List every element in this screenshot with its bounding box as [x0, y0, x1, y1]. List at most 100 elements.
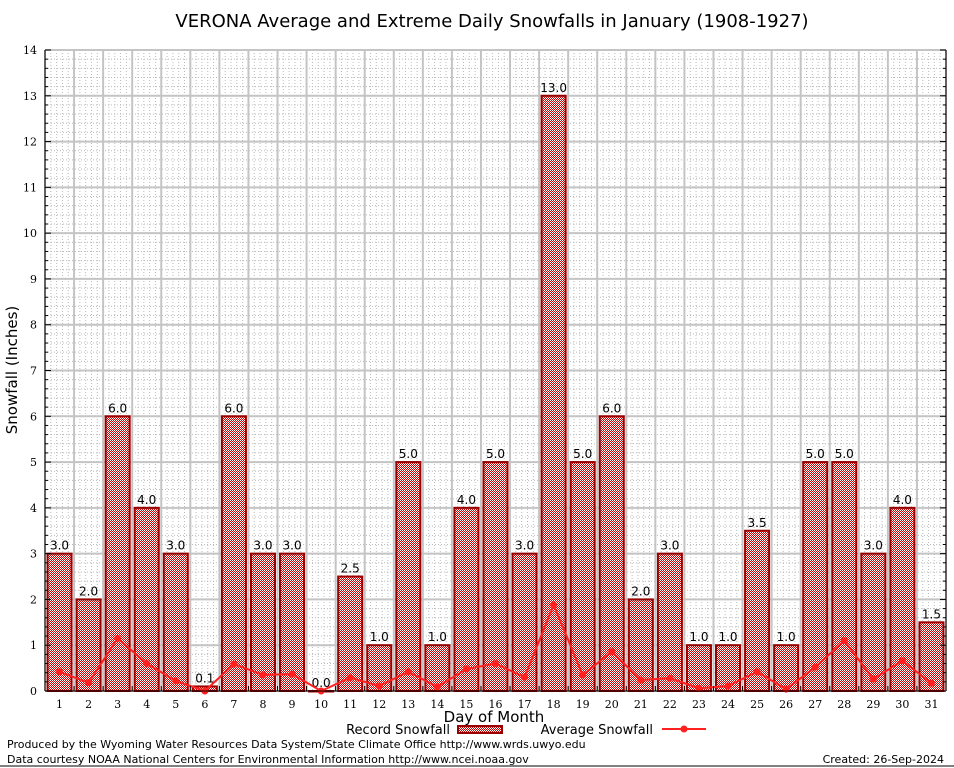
- footer-data-courtesy: Data courtesy NOAA National Centers for …: [7, 753, 529, 766]
- average-point-day-18: [550, 601, 558, 609]
- bar-value-label: 2.5: [341, 562, 360, 576]
- bar-value-label: 3.0: [660, 539, 679, 553]
- bar-value-label: 6.0: [224, 401, 243, 415]
- bar-value-label: 1.0: [689, 630, 708, 644]
- legend-record-label: Record Snowfall: [346, 723, 450, 738]
- y-tick-label: 14: [23, 44, 37, 57]
- x-tick-label: 9: [289, 698, 296, 711]
- bar-record-day-5: [162, 552, 189, 693]
- x-tick-label: 17: [518, 698, 532, 711]
- bar-value-label: 5.0: [573, 447, 592, 461]
- y-tick-label: 0: [30, 685, 37, 698]
- bar-value-label: 3.0: [50, 539, 69, 553]
- y-tick-label: 7: [30, 365, 37, 378]
- x-tick-label: 2: [85, 698, 92, 711]
- bar-value-label: 5.0: [835, 447, 854, 461]
- bar-record-day-17: [511, 552, 538, 693]
- x-tick-label: 10: [314, 698, 328, 711]
- average-point-day-31: [927, 679, 935, 687]
- x-tick-label: 20: [605, 698, 619, 711]
- bar-value-label: 5.0: [486, 447, 505, 461]
- bar-value-label: 3.0: [515, 539, 534, 553]
- x-tick-label: 25: [750, 698, 764, 711]
- x-tick-label: 1: [56, 698, 63, 711]
- bars: 3.0 2.0 6.0 4.0 3.0 0.1 6.0 3.0 3.0 0.0 2.5 1.0 5.0 1…: [46, 81, 945, 693]
- average-point-day-28: [840, 637, 848, 645]
- bar-value-label: 13.0: [540, 81, 567, 95]
- x-tick-label: 24: [721, 698, 735, 711]
- average-point-day-19: [579, 671, 587, 679]
- y-tick-label: 1: [30, 639, 37, 652]
- x-tick-label: 23: [692, 698, 706, 711]
- bar-value-label: 6.0: [108, 401, 127, 415]
- y-tick-label: 11: [23, 181, 37, 194]
- x-tick-label: 5: [172, 698, 179, 711]
- chart-title: VERONA Average and Extreme Daily Snowfal…: [175, 11, 808, 32]
- y-tick-label: 13: [23, 90, 37, 103]
- bar-value-label: 3.0: [253, 539, 272, 553]
- average-point-day-2: [85, 679, 93, 687]
- average-point-day-25: [753, 668, 761, 676]
- x-tick-label: 14: [430, 698, 444, 711]
- bar-value-label: 4.0: [457, 493, 476, 507]
- bar-record-day-28: [831, 461, 858, 693]
- x-tick-label: 22: [663, 698, 677, 711]
- average-point-day-7: [230, 660, 238, 668]
- average-point-day-13: [404, 668, 412, 676]
- legend-average-marker: [680, 725, 688, 733]
- bar-record-day-27: [802, 461, 829, 693]
- average-point-day-29: [869, 675, 877, 683]
- bar-value-label: 2.0: [631, 584, 650, 598]
- bar-record-day-7: [220, 415, 247, 692]
- x-tick-label: 27: [808, 698, 822, 711]
- bar-value-label: 0.1: [195, 671, 214, 685]
- bar-value-label: 1.0: [777, 630, 796, 644]
- x-tick-label: 13: [401, 698, 415, 711]
- bar-record-day-2: [75, 598, 102, 693]
- x-tick-label: 6: [201, 698, 208, 711]
- x-tick-label: 19: [576, 698, 590, 711]
- x-tick-label: 29: [866, 698, 880, 711]
- y-tick-label: 6: [30, 410, 37, 423]
- average-point-day-5: [172, 677, 180, 685]
- bar-record-day-21: [627, 598, 654, 693]
- x-tick-label: 4: [143, 698, 150, 711]
- bar-record-day-16: [482, 461, 509, 693]
- x-tick-label: 11: [343, 698, 357, 711]
- bar-value-label: 5.0: [806, 447, 825, 461]
- bar-value-label: 4.0: [893, 493, 912, 507]
- x-tick-label: 12: [372, 698, 386, 711]
- bar-record-day-9: [279, 552, 306, 693]
- footer-created-date: Created: 26-Sep-2024: [822, 753, 944, 766]
- x-tick-label: 21: [634, 698, 648, 711]
- average-point-day-8: [259, 671, 267, 679]
- average-point-day-1: [56, 668, 64, 676]
- bar-value-label: 5.0: [399, 447, 418, 461]
- bar-value-label: 2.0: [79, 584, 98, 598]
- bar-value-label: 3.5: [748, 516, 767, 530]
- average-point-day-11: [346, 674, 354, 682]
- legend-average-label: Average Snowfall: [541, 723, 653, 738]
- average-point-day-20: [608, 648, 616, 656]
- bar-value-label: 0.0: [312, 676, 331, 690]
- footer-produced-by: Produced by the Wyoming Water Resources …: [7, 738, 586, 751]
- average-point-day-9: [288, 670, 296, 678]
- bar-record-day-13: [395, 461, 422, 693]
- bar-record-day-23: [685, 644, 712, 693]
- y-axis-label: Snowfall (Inches): [3, 306, 21, 434]
- x-tick-label: 26: [779, 698, 793, 711]
- average-point-day-27: [811, 663, 819, 671]
- bar-value-label: 6.0: [602, 401, 621, 415]
- bar-value-label: 3.0: [166, 539, 185, 553]
- bar-record-day-25: [744, 529, 771, 692]
- average-point-day-12: [375, 682, 383, 690]
- bar-record-day-8: [249, 552, 276, 693]
- legend-record-swatch: [457, 725, 503, 734]
- average-point-day-17: [521, 673, 529, 681]
- y-tick-label: 4: [30, 502, 37, 515]
- average-point-day-16: [492, 660, 499, 668]
- bar-value-label: 4.0: [137, 493, 156, 507]
- average-point-day-22: [666, 674, 674, 682]
